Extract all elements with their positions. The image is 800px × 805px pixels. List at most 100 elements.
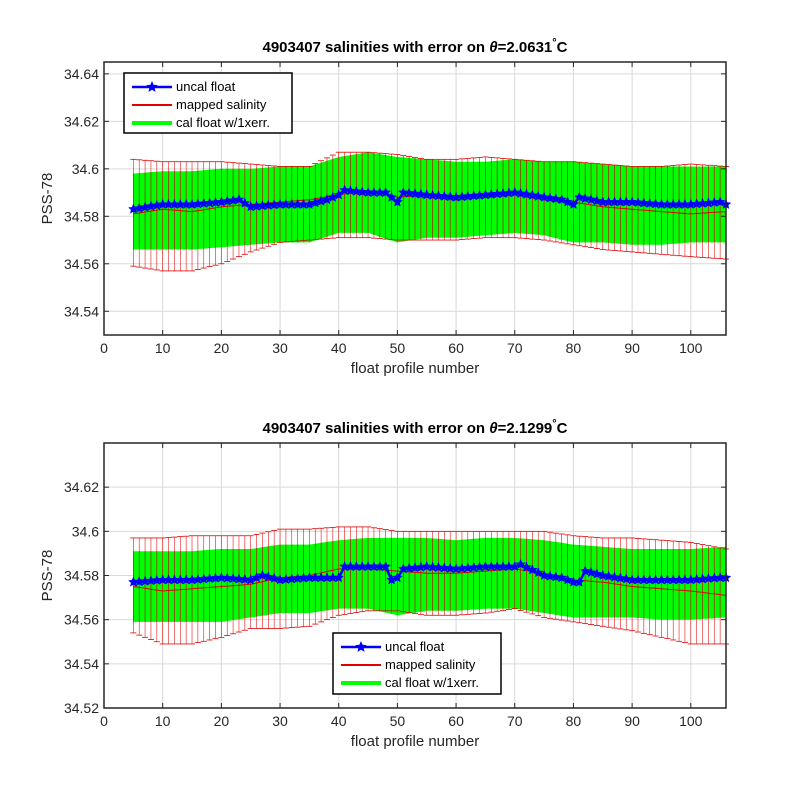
uncal-float-marker [638, 197, 650, 208]
legend-uncal-marker [146, 81, 158, 92]
x-tick-label: 10 [155, 713, 171, 729]
uncal-float-marker [544, 192, 556, 203]
x-tick-label: 30 [272, 713, 288, 729]
uncal-float-marker [579, 192, 591, 204]
uncal-float-marker [268, 572, 280, 584]
uncal-float-marker [356, 186, 368, 197]
uncal-float-marker [421, 561, 433, 572]
legend: uncal float mapped salinity cal float w/1x… [123, 72, 293, 134]
title-unit: C [557, 39, 568, 56]
x-tick-label: 20 [214, 340, 230, 356]
y-tick-label: 34.56 [64, 256, 99, 272]
uncal-float-marker [221, 572, 233, 583]
uncal-float-marker [380, 561, 392, 572]
legend-label: cal float w/1xerr. [176, 115, 270, 130]
uncal-float-marker [544, 570, 556, 581]
title-degree: ° [552, 37, 556, 49]
uncal-float-marker [526, 189, 538, 201]
x-tick-label: 90 [624, 340, 640, 356]
uncal-float-marker [550, 193, 562, 204]
title-theta: θ [489, 420, 498, 437]
uncal-float-marker [427, 189, 439, 201]
uncal-float-marker [233, 573, 245, 584]
uncal-float-marker [438, 190, 450, 201]
uncal-float-marker [591, 568, 603, 579]
y-tick-label: 34.6 [72, 523, 99, 539]
x-tick-label: 90 [624, 713, 640, 729]
chart-title: 4903407 salinities with error on θ=2.063… [262, 37, 567, 56]
uncal-float-marker [573, 191, 585, 202]
title-main: 4903407 salinities with error on [262, 39, 489, 56]
title-unit: C [557, 420, 568, 437]
uncal-float-marker [620, 573, 632, 584]
legend-uncal-marker [355, 641, 367, 652]
y-tick-label: 34.54 [64, 656, 99, 672]
uncal-float-marker [262, 571, 274, 582]
uncal-float-marker [391, 572, 403, 583]
uncal-float-marker [515, 187, 527, 199]
x-tick-label: 100 [679, 340, 703, 356]
uncal-float-marker [573, 576, 585, 587]
uncal-float-marker [427, 561, 439, 572]
uncal-float-marker [597, 569, 609, 581]
chart-title: 4903407 salinities with error on θ=2.129… [262, 418, 567, 437]
uncal-float-marker [415, 188, 427, 199]
uncal-float-marker [257, 569, 268, 581]
uncal-float-marker [403, 187, 415, 198]
uncal-float-marker [397, 186, 409, 198]
title-value: =2.0631 [498, 39, 553, 56]
title-main: 4903407 salinities with error on [262, 420, 489, 437]
legend-label: mapped salinity [176, 97, 267, 112]
uncal-float-marker [532, 190, 544, 201]
uncal-float-marker [538, 569, 550, 581]
x-tick-label: 60 [448, 713, 464, 729]
x-tick-label: 50 [390, 713, 406, 729]
uncal-float-marker [444, 562, 456, 574]
y-tick-label: 34.56 [64, 612, 99, 628]
cal-float-band [133, 538, 727, 622]
y-tick-label: 34.58 [64, 208, 99, 224]
uncal-float-marker [380, 186, 392, 198]
x-tick-label: 30 [272, 340, 288, 356]
x-axis-label: float profile number [351, 733, 479, 750]
uncal-float-marker [556, 194, 568, 205]
y-tick-label: 34.52 [64, 700, 99, 716]
uncal-float-marker [603, 570, 615, 581]
x-tick-label: 100 [679, 713, 703, 729]
legend-label: cal float w/1xerr. [385, 675, 479, 690]
uncal-float-marker [644, 197, 656, 209]
x-tick-label: 40 [331, 713, 347, 729]
y-axis-label: PSS-78 [39, 550, 56, 602]
legend: uncal float mapped salinity cal float w/1x… [332, 632, 502, 695]
uncal-float-marker [509, 186, 521, 198]
legend-label: mapped salinity [385, 657, 476, 672]
x-tick-label: 80 [566, 340, 582, 356]
uncal-float-marker [227, 572, 239, 584]
panel-2: 0 10 20 30 40 50 60 70 80 90 100 34.52 34.54 34.56 34.… [39, 418, 732, 750]
uncal-float-marker [215, 572, 227, 583]
uncal-float-marker [579, 565, 591, 576]
uncal-float-marker [568, 198, 579, 210]
legend-label: uncal float [385, 639, 445, 654]
y-axis-label: PSS-78 [39, 173, 56, 225]
uncal-float-marker [333, 572, 345, 583]
x-tick-label: 0 [100, 713, 108, 729]
y-tick-label: 34.64 [64, 66, 99, 82]
title-theta: θ [489, 39, 498, 56]
x-tick-label: 50 [390, 340, 406, 356]
uncal-float-marker [538, 191, 550, 202]
x-tick-label: 0 [100, 340, 108, 356]
uncal-float-marker [433, 561, 444, 573]
uncal-float-marker [614, 572, 626, 583]
uncal-float-marker [391, 196, 403, 207]
title-value: =2.1299 [498, 420, 553, 437]
x-tick-label: 60 [448, 340, 464, 356]
x-tick-label: 20 [214, 713, 230, 729]
x-tick-label: 70 [507, 340, 523, 356]
cal-float-band [133, 152, 727, 250]
x-tick-label: 70 [507, 713, 523, 729]
uncal-float-marker [239, 573, 251, 585]
uncal-float-marker [585, 194, 597, 205]
